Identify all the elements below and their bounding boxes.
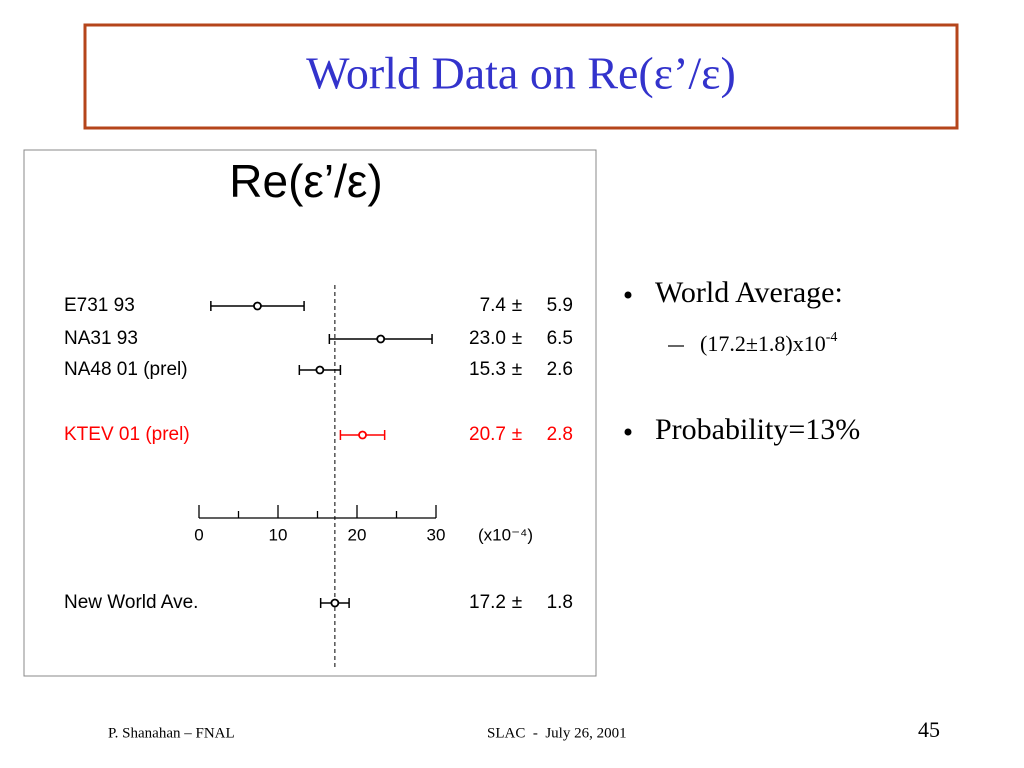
chart-frame — [23, 149, 597, 677]
error-label: 5.9 — [547, 295, 573, 316]
plus-minus: ± — [512, 295, 522, 316]
sub-bullet-base: (17.2±1.8)x10 — [700, 331, 826, 356]
bullet-dot — [624, 428, 632, 436]
plus-minus: ± — [512, 424, 522, 445]
value-label: 15.3 — [469, 359, 506, 380]
point — [358, 430, 367, 440]
plus-minus: ± — [512, 592, 522, 613]
value-label: 17.2 — [469, 592, 506, 613]
row-label: New World Ave. — [64, 592, 198, 613]
row-label: NA31 93 — [64, 328, 138, 349]
error-label: 1.8 — [547, 592, 573, 613]
row-label: KTEV 01 (prel) — [64, 424, 190, 445]
bullet-dot — [624, 291, 632, 299]
x-tick-label: 30 — [427, 525, 446, 544]
error-label: 2.6 — [547, 359, 573, 380]
plus-minus: ± — [512, 328, 522, 349]
x-tick-label: 20 — [348, 525, 367, 544]
point — [376, 334, 386, 344]
x-tick-label: 0 — [194, 525, 203, 544]
footer-left: P. Shanahan – FNAL — [108, 725, 235, 741]
point — [330, 598, 340, 608]
row-label: E731 93 — [64, 295, 135, 316]
page-number: 45 — [918, 717, 940, 742]
error-label: 2.8 — [547, 424, 573, 445]
x-axis-label: (x10⁻⁴) — [478, 525, 533, 544]
value-label: 23.0 — [469, 328, 506, 349]
bullet-text: World Average: — [655, 276, 843, 309]
slide-title: World Data on Re(ε’/ε) — [306, 48, 736, 99]
sub-bullet-exponent: -4 — [826, 330, 838, 345]
value-label: 7.4 — [480, 295, 507, 316]
error-label: 6.5 — [547, 328, 573, 349]
plus-minus: ± — [512, 359, 522, 380]
row-label: NA48 01 (prel) — [64, 359, 188, 380]
chart-title: Re(ε’/ε) — [229, 155, 382, 207]
value-label: 20.7 — [469, 424, 506, 445]
title-box — [83, 23, 959, 130]
sub-bullet-text: (17.2±1.8)x10-4 — [700, 330, 837, 356]
footer-center: SLAC - July 26, 2001 — [487, 725, 627, 741]
point — [315, 365, 325, 375]
bullet-list: World Average: (17.2±1.8)x10-4 Probability… — [624, 276, 860, 446]
point — [253, 301, 262, 311]
bullet-text: Probability=13% — [655, 413, 860, 446]
x-tick-label: 10 — [269, 525, 288, 544]
